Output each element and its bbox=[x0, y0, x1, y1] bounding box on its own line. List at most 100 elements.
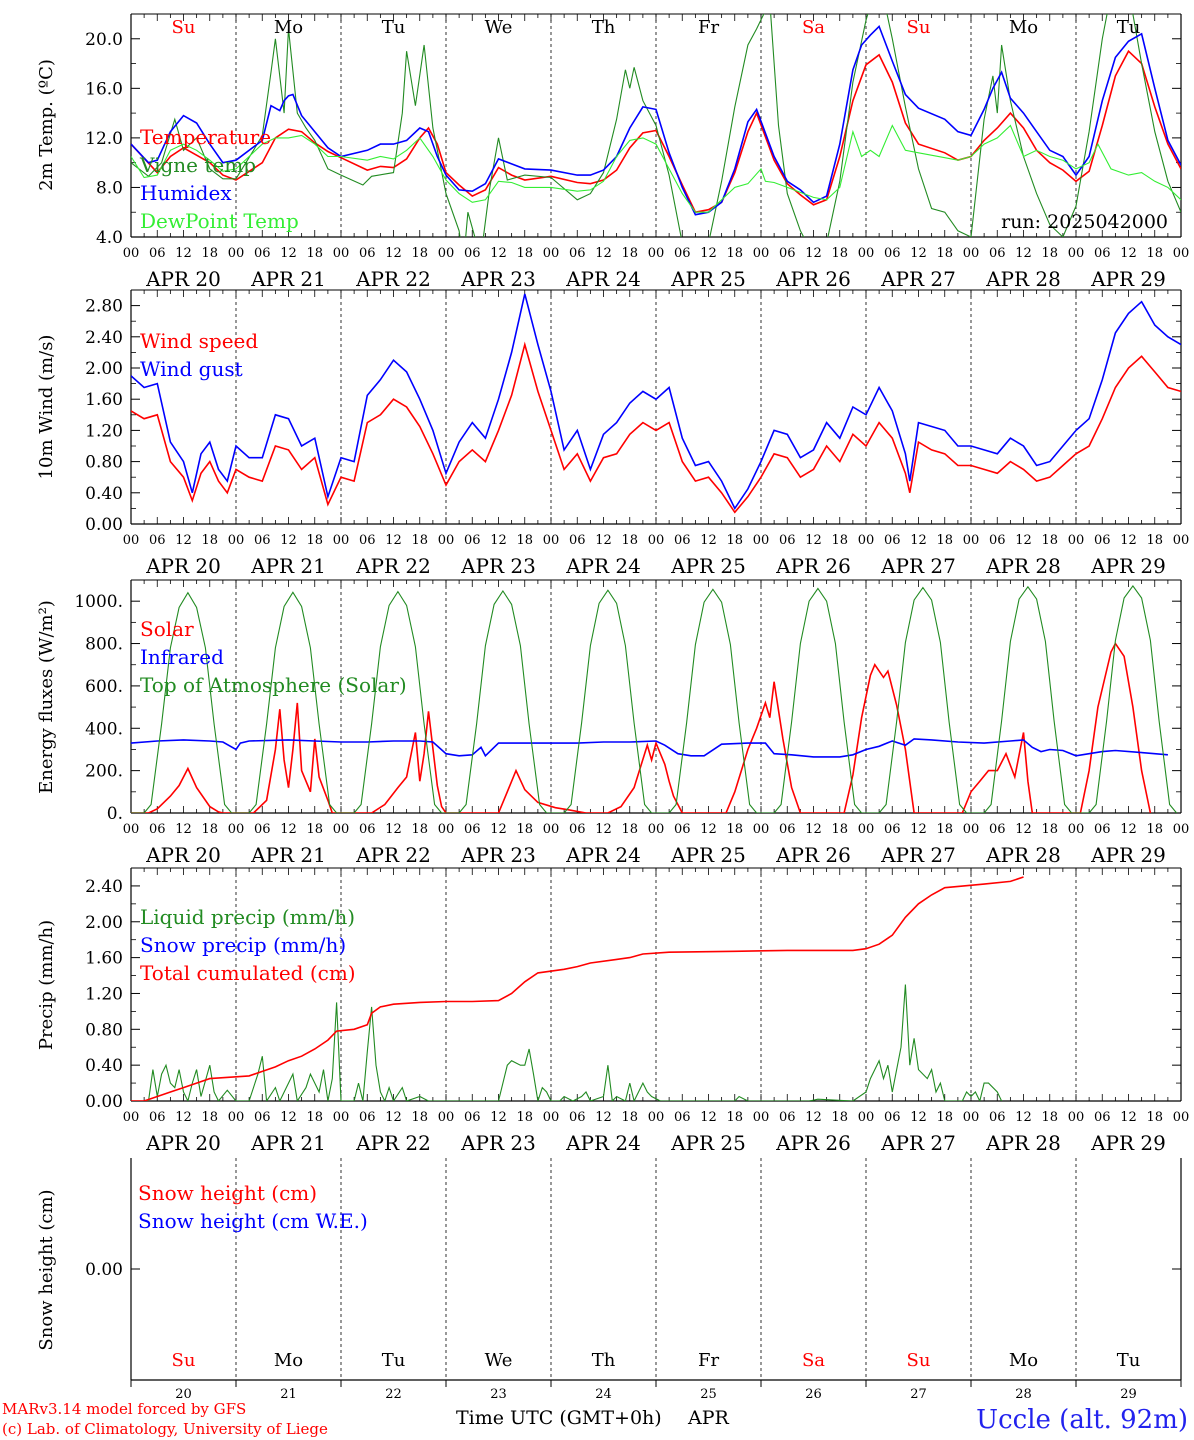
date-label: APR 28 bbox=[985, 554, 1061, 578]
hour-tick-label: 12 bbox=[910, 246, 927, 261]
y-tick-label: 0.40 bbox=[85, 1056, 123, 1076]
hour-tick-label: 00 bbox=[123, 533, 140, 548]
date-label: APR 27 bbox=[880, 1131, 956, 1155]
y-tick-label: 12.0 bbox=[85, 129, 123, 149]
hour-tick-label: 06 bbox=[254, 246, 271, 261]
date-label: APR 22 bbox=[355, 843, 431, 867]
weekday-label: Mo bbox=[274, 17, 303, 38]
date-label: APR 26 bbox=[775, 1131, 851, 1155]
date-label: APR 21 bbox=[250, 1131, 326, 1155]
day-number-label: 29 bbox=[1120, 1387, 1137, 1402]
date-label: APR 20 bbox=[145, 267, 221, 291]
date-label: APR 23 bbox=[460, 843, 536, 867]
hour-tick-label: 12 bbox=[805, 1110, 822, 1125]
hour-tick-label: 18 bbox=[1041, 822, 1058, 837]
hour-tick-label: 12 bbox=[490, 533, 507, 548]
series-line-infrared bbox=[131, 738, 1168, 758]
date-label: APR 25 bbox=[670, 1131, 746, 1155]
hour-tick-label: 18 bbox=[621, 246, 638, 261]
y-tick-label: 2.80 bbox=[85, 297, 123, 317]
weekday-label: Sa bbox=[802, 17, 825, 38]
hour-tick-label: 06 bbox=[674, 246, 691, 261]
legend-entry: Total cumulated (cm) bbox=[140, 961, 356, 985]
date-label: APR 24 bbox=[565, 843, 641, 867]
hour-tick-label: 12 bbox=[1120, 822, 1137, 837]
hour-tick-label: 06 bbox=[464, 246, 481, 261]
hour-tick-label: 12 bbox=[1120, 246, 1137, 261]
hour-tick-label: 00 bbox=[1068, 1110, 1085, 1125]
hour-tick-label: 06 bbox=[779, 533, 796, 548]
hour-tick-label: 06 bbox=[1094, 822, 1111, 837]
hour-tick-label: 06 bbox=[884, 1110, 901, 1125]
hour-tick-label: 12 bbox=[700, 246, 717, 261]
date-label: APR 25 bbox=[670, 554, 746, 578]
hour-tick-label: 18 bbox=[831, 822, 848, 837]
weekday-label: Mo bbox=[1009, 17, 1038, 38]
day-number-label: 21 bbox=[280, 1387, 297, 1402]
date-label: APR 24 bbox=[565, 554, 641, 578]
legend-entry: Top of Atmosphere (Solar) bbox=[140, 673, 407, 697]
legend-entry: Solar bbox=[140, 617, 194, 641]
day-number-label: 25 bbox=[700, 1387, 717, 1402]
y-tick-label: 0.00 bbox=[85, 1260, 123, 1280]
hour-tick-label: 00 bbox=[858, 246, 875, 261]
y-tick-label: 0.80 bbox=[85, 453, 123, 473]
hour-tick-label: 18 bbox=[516, 533, 533, 548]
legend-entry: DewPoint Temp bbox=[140, 209, 299, 233]
date-label: APR 26 bbox=[775, 554, 851, 578]
hour-tick-label: 18 bbox=[831, 1110, 848, 1125]
hour-tick-label: 06 bbox=[359, 1110, 376, 1125]
hour-tick-label: 12 bbox=[175, 822, 192, 837]
date-label: APR 29 bbox=[1090, 267, 1166, 291]
date-label: APR 20 bbox=[145, 843, 221, 867]
hour-tick-label: 00 bbox=[228, 246, 245, 261]
hour-tick-label: 18 bbox=[411, 1110, 428, 1125]
hour-tick-label: 00 bbox=[753, 822, 770, 837]
hour-tick-label: 18 bbox=[516, 822, 533, 837]
hour-tick-label: 06 bbox=[569, 822, 586, 837]
hour-tick-label: 00 bbox=[438, 533, 455, 548]
y-tick-label: 0. bbox=[107, 804, 123, 824]
hour-tick-label: 06 bbox=[989, 246, 1006, 261]
hour-tick-label: 00 bbox=[963, 822, 980, 837]
date-label: APR 23 bbox=[460, 267, 536, 291]
hour-tick-label: 18 bbox=[831, 533, 848, 548]
hour-tick-label: 12 bbox=[280, 1110, 297, 1125]
hour-tick-label: 12 bbox=[805, 533, 822, 548]
date-label: APR 22 bbox=[355, 1131, 431, 1155]
hour-tick-label: 18 bbox=[411, 246, 428, 261]
date-label: APR 27 bbox=[880, 843, 956, 867]
date-label: APR 28 bbox=[985, 843, 1061, 867]
y-tick-label: 800. bbox=[85, 635, 123, 655]
hour-tick-label: 12 bbox=[805, 246, 822, 261]
date-label: APR 25 bbox=[670, 267, 746, 291]
hour-tick-label: 06 bbox=[674, 1110, 691, 1125]
weekday-label: Sa bbox=[802, 1350, 825, 1371]
date-label: APR 29 bbox=[1090, 554, 1166, 578]
y-tick-label: 400. bbox=[85, 719, 123, 739]
y-tick-label: 0.00 bbox=[85, 515, 123, 535]
panel-1: 4.0 8.0 12.0 16.0 20.0 2m Temp. (ºC) Temperatu… bbox=[36, 13, 1189, 291]
hour-tick-label: 18 bbox=[306, 246, 323, 261]
hour-tick-label: 06 bbox=[674, 822, 691, 837]
hour-tick-label: 18 bbox=[1041, 533, 1058, 548]
hour-tick-label: 12 bbox=[280, 246, 297, 261]
hour-tick-label: 12 bbox=[385, 246, 402, 261]
weekday-label: Su bbox=[907, 17, 931, 38]
hour-tick-label: 00 bbox=[228, 1110, 245, 1125]
hour-tick-label: 06 bbox=[884, 246, 901, 261]
weekday-label: Th bbox=[592, 1350, 616, 1371]
hour-tick-label: 18 bbox=[411, 533, 428, 548]
weekday-label: Mo bbox=[1009, 1350, 1038, 1371]
hour-tick-label: 00 bbox=[123, 1110, 140, 1125]
date-label: APR 26 bbox=[775, 267, 851, 291]
hour-tick-label: 06 bbox=[464, 533, 481, 548]
hour-tick-label: 18 bbox=[621, 1110, 638, 1125]
hour-tick-label: 18 bbox=[936, 1110, 953, 1125]
hour-tick-label: 06 bbox=[254, 1110, 271, 1125]
day-number-label: 23 bbox=[490, 1387, 507, 1402]
hour-tick-label: 18 bbox=[726, 533, 743, 548]
hour-tick-label: 06 bbox=[779, 246, 796, 261]
series-line-top-of-atmosphere-solar- bbox=[131, 584, 1178, 813]
legend-entry: Liquid precip (mm/h) bbox=[140, 905, 355, 929]
